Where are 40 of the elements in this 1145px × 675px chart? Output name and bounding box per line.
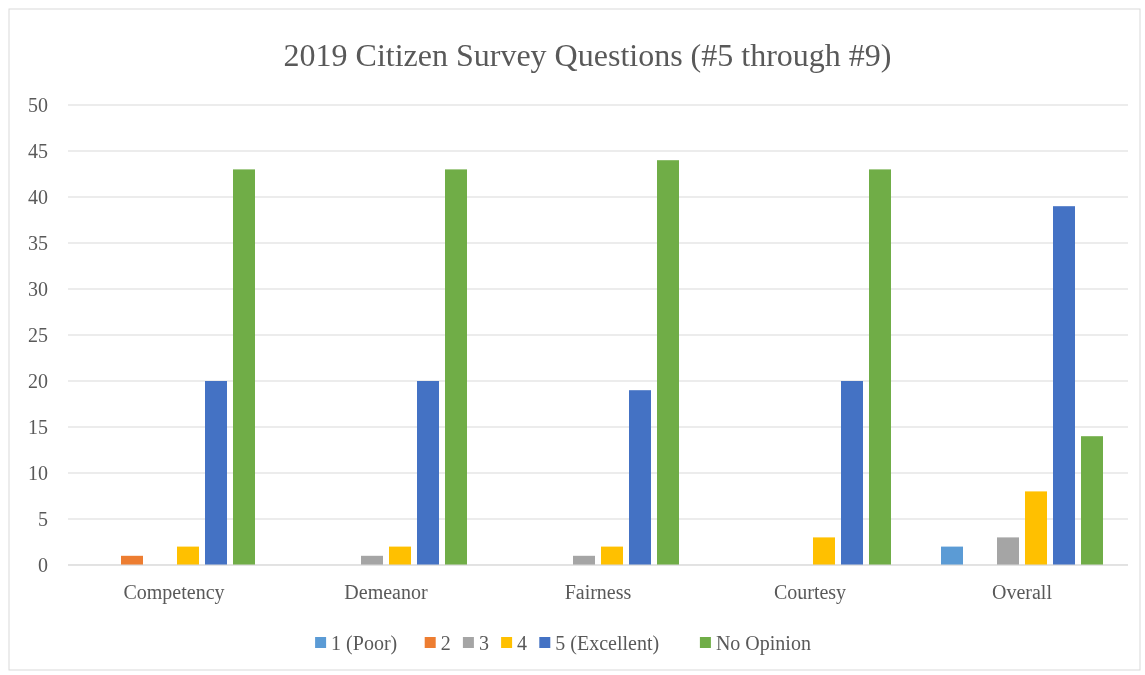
bar: [1081, 436, 1103, 565]
bar: [233, 169, 255, 565]
legend-label: 1 (Poor): [331, 632, 398, 655]
y-tick-label: 0: [38, 554, 48, 576]
y-tick-label: 5: [38, 508, 48, 530]
x-tick-label: Competency: [123, 581, 225, 604]
y-tick-label: 30: [28, 278, 48, 300]
y-tick-label: 40: [28, 186, 48, 208]
y-tick-label: 35: [28, 232, 48, 254]
bar: [389, 546, 411, 565]
bar: [629, 390, 651, 565]
bar: [657, 160, 679, 565]
bar: [1025, 491, 1047, 565]
bar: [177, 546, 199, 565]
x-tick-label: Fairness: [564, 581, 632, 603]
bar: [205, 381, 227, 565]
bar: [445, 169, 467, 565]
y-tick-label: 50: [28, 94, 48, 116]
x-tick-label: Courtesy: [773, 581, 847, 604]
bar: [417, 381, 439, 565]
y-tick-label: 10: [28, 462, 48, 484]
bar: [997, 537, 1019, 565]
legend-label: 2: [440, 632, 451, 654]
bar: [1053, 206, 1075, 565]
x-tick-label: Overall: [992, 581, 1053, 603]
legend-label: 3: [478, 632, 489, 654]
y-tick-label: 25: [28, 324, 48, 346]
bar: [941, 546, 963, 565]
x-tick-label: Demeanor: [344, 581, 428, 603]
y-tick-label: 15: [28, 416, 48, 438]
legend-label: No Opinion: [715, 632, 811, 655]
bar: [869, 169, 891, 565]
legend-label: 4: [517, 632, 528, 654]
legend-label: 5 (Excellent): [555, 632, 660, 655]
y-tick-label: 20: [28, 370, 48, 392]
bar: [601, 546, 623, 565]
chart-title: 2019 Citizen Survey Questions (#5 through #9): [283, 37, 892, 73]
bar: [841, 381, 863, 565]
y-tick-label: 45: [28, 140, 48, 162]
bar: [813, 537, 835, 565]
